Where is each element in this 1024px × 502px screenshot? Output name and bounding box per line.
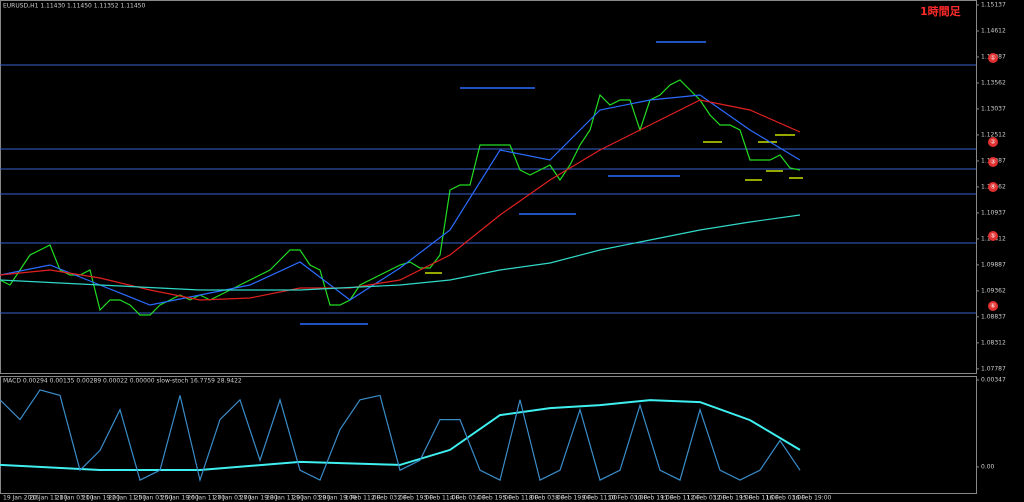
level-label: ② — [990, 139, 996, 146]
indicator-title: MACD 0.00294 0.00135 0.00289 0.00022 0.0… — [3, 378, 242, 385]
x-tick-label: 2 Feb 19:00 — [398, 495, 434, 502]
y-tick-label: 0.00347 — [981, 377, 1006, 384]
x-tick-label: 11 Feb 11:00 — [661, 495, 701, 502]
level-label: ③ — [990, 159, 995, 166]
x-tick-label: 9 Feb 11:00 — [582, 495, 618, 502]
y-tick-label: 1.10937 — [981, 209, 1006, 216]
y-tick-label: 1.09362 — [981, 287, 1006, 294]
x-tick-label: 4 Feb 03:00 — [450, 495, 486, 502]
level-badge — [988, 231, 998, 242]
indicator-panel-border — [0, 376, 977, 494]
x-tick-label: 27 Jan 03:00 — [213, 495, 251, 502]
x-tick-label: 3 Feb 11:00 — [424, 495, 460, 502]
x-tick-label: 25 Jan 19:00 — [161, 495, 199, 502]
timeframe-note: 1時間足 — [920, 4, 962, 18]
level-label: ④ — [990, 183, 995, 190]
y-tick-label: 1.12512 — [981, 131, 1006, 138]
y-tick-label: 0.00 — [981, 463, 995, 470]
level-badge — [988, 157, 998, 168]
x-tick-label: 21 Jan 19:00 — [82, 495, 120, 502]
level-label: ⑤ — [990, 233, 995, 240]
y-tick-label: 1.07787 — [981, 365, 1006, 372]
y-tick-label: 1.08837 — [981, 313, 1006, 320]
level-badge — [988, 137, 998, 148]
x-tick-label: 19 Jan 2016 — [3, 495, 39, 502]
y-tick-label: 1.08312 — [981, 339, 1006, 346]
level-label: ① — [990, 54, 995, 61]
x-tick-label: 8 Feb 03:00 — [529, 495, 565, 502]
y-tick-label: 1.14612 — [981, 27, 1006, 34]
series-line — [0, 94, 801, 306]
y-tick-label: 1.13037 — [981, 105, 1006, 112]
main-panel-border — [0, 0, 977, 374]
x-tick-label: 5 Feb 11:00 — [503, 495, 539, 502]
x-tick-label: 25 Jan 03:00 — [135, 495, 173, 502]
level-badge — [988, 52, 998, 63]
x-tick-label: 12 Feb 03:00 — [687, 495, 727, 502]
series-line — [0, 214, 801, 291]
series-line — [0, 389, 801, 483]
chart-title: EURUSD,H1 1.11430 1.11450 1.11352 1.1145… — [3, 3, 145, 10]
series-line — [0, 99, 801, 301]
x-tick-label: 20 Jan 11:00 — [29, 495, 67, 502]
x-tick-label: 29 Jan 03:00 — [292, 495, 330, 502]
x-tick-label: 26 Jan 11:00 — [187, 495, 225, 502]
x-tick-label: 1 Feb 11:00 — [345, 495, 381, 502]
x-tick-label: 15 Feb 11:00 — [739, 495, 779, 502]
x-tick-label: 10 Feb 03:00 — [608, 495, 648, 502]
y-tick-label: 1.13562 — [981, 79, 1006, 86]
x-tick-label: 21 Jan 03:00 — [56, 495, 94, 502]
series-line — [0, 399, 801, 471]
x-tick-label: 12 Feb 19:00 — [713, 495, 753, 502]
x-tick-label: 10 Feb 19:00 — [634, 495, 674, 502]
y-tick-label: 1.09887 — [981, 261, 1006, 268]
y-tick-label: 1.15137 — [981, 1, 1006, 8]
x-tick-label: 29 Jan 19:00 — [319, 495, 357, 502]
x-tick-label: 28 Jan 11:00 — [266, 495, 304, 502]
level-label: ⑥ — [990, 303, 995, 310]
x-tick-label: 16 Feb 19:00 — [792, 495, 832, 502]
trend-marks — [425, 134, 803, 274]
level-badge — [988, 301, 998, 312]
x-tick-label: 2 Feb 03:00 — [371, 495, 407, 502]
x-tick-label: 22 Jan 11:00 — [108, 495, 146, 502]
level-badge — [988, 181, 998, 192]
x-tick-label: 8 Feb 19:00 — [555, 495, 591, 502]
x-tick-label: 27 Jan 19:00 — [240, 495, 278, 502]
x-tick-label: 16 Feb 03:00 — [766, 495, 806, 502]
x-tick-label: 4 Feb 19:00 — [476, 495, 512, 502]
series-line — [0, 79, 801, 316]
